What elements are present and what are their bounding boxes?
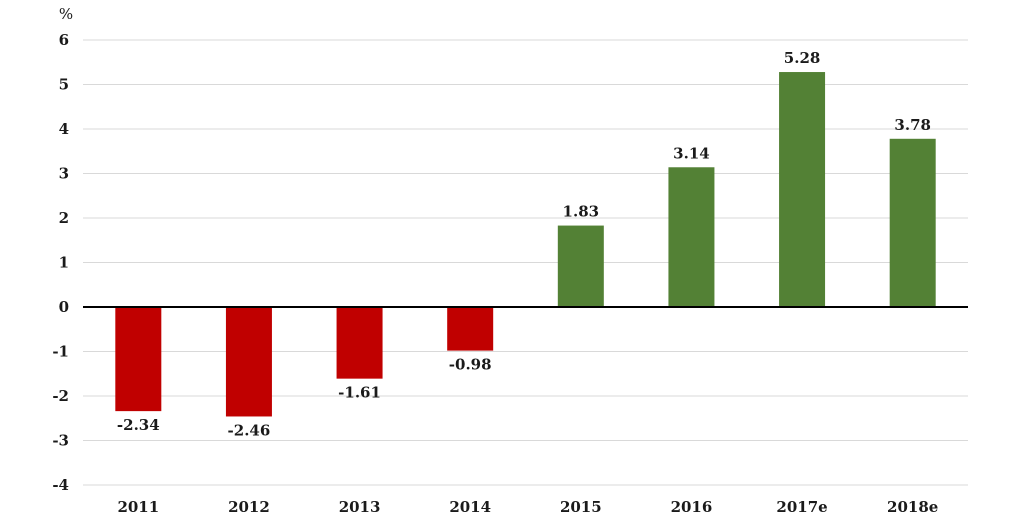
y-axis-tick-labels: 6 5 4 3 2 1 0 -1 -2 -3 -4 [52, 31, 69, 494]
data-label-2017e: 5.28 [784, 49, 821, 67]
x-category-label: 2014 [449, 498, 491, 516]
data-label-2016: 3.14 [673, 144, 710, 162]
y-tick-label: 4 [59, 120, 69, 138]
bar-2012 [225, 307, 272, 417]
y-tick-label: 1 [59, 254, 69, 272]
y-tick-label: -3 [52, 432, 69, 450]
bar-2014 [447, 307, 494, 351]
data-label-2014: -0.98 [449, 356, 492, 374]
bar-2017e [779, 72, 826, 307]
y-tick-label: 0 [59, 298, 69, 316]
y-tick-label: 3 [59, 165, 69, 183]
x-category-label: 2011 [117, 498, 159, 516]
x-axis-category-labels: 2011 2012 2013 2014 2015 2016 2017e 2018e [117, 498, 938, 516]
x-category-label: 2012 [228, 498, 270, 516]
bar-2011 [115, 307, 162, 412]
data-label-2011: -2.34 [117, 416, 160, 434]
y-tick-label: 5 [59, 76, 69, 94]
data-label-2018e: 3.78 [894, 116, 931, 134]
x-category-label: 2018e [887, 498, 938, 516]
y-tick-label: -4 [52, 476, 69, 494]
bar-2013 [336, 307, 383, 379]
data-labels: -2.34 -2.46 -1.61 -0.98 1.83 3.14 5.28 3.78 [117, 49, 931, 439]
bars [115, 72, 936, 417]
y-tick-label: -1 [52, 343, 69, 361]
x-category-label: 2017e [776, 498, 827, 516]
x-category-label: 2013 [339, 498, 381, 516]
data-label-2013: -1.61 [338, 384, 381, 402]
grid-lines [83, 39, 968, 486]
x-category-label: 2015 [560, 498, 602, 516]
bar-2018e [889, 138, 936, 307]
y-tick-label: 6 [59, 31, 69, 49]
y-tick-label: -2 [52, 387, 69, 405]
data-label-2015: 1.83 [563, 203, 600, 221]
x-category-label: 2016 [671, 498, 713, 516]
bar-2015 [557, 225, 604, 307]
data-label-2012: -2.46 [228, 421, 271, 439]
bar-2016 [668, 167, 715, 307]
y-tick-label: 2 [59, 209, 69, 227]
y-axis-unit-label: % [59, 5, 73, 23]
